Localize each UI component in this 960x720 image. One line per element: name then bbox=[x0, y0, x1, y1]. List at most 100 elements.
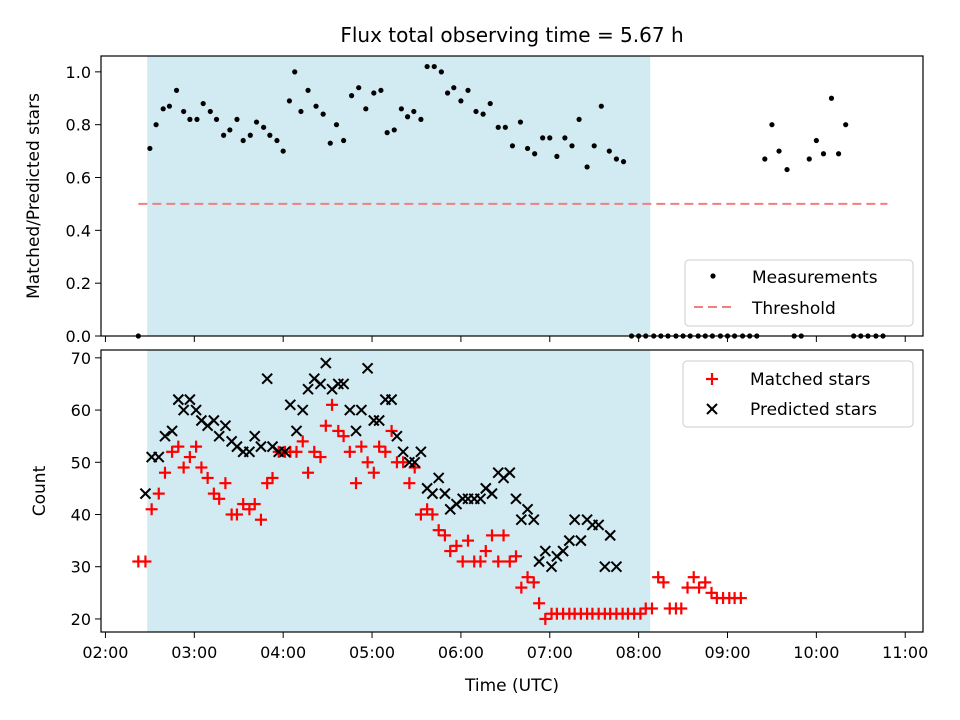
y-tick-label: 40 bbox=[71, 506, 91, 525]
predicted-star-point bbox=[599, 561, 611, 573]
x-tick-label: 10:00 bbox=[793, 643, 839, 662]
matched-star-point bbox=[699, 576, 712, 589]
predicted-stars-series bbox=[139, 357, 623, 573]
x-tick-label: 09:00 bbox=[704, 643, 750, 662]
matched-star-point bbox=[456, 555, 469, 568]
matched-star-point bbox=[195, 461, 208, 474]
predicted-star-point bbox=[243, 446, 256, 458]
predicted-star-point bbox=[297, 404, 309, 416]
matched-star-point bbox=[166, 445, 179, 458]
matched-star-point bbox=[207, 487, 220, 500]
matched-star-point bbox=[403, 477, 416, 490]
matched-star-point bbox=[314, 451, 327, 464]
measurement-point bbox=[473, 108, 479, 115]
predicted-star-point bbox=[190, 404, 202, 416]
measurement-point bbox=[411, 108, 417, 115]
matched-star-point bbox=[367, 466, 380, 479]
matched-star-point bbox=[479, 545, 492, 558]
predicted-star-point bbox=[172, 393, 185, 406]
bottom-legend: Matched stars Predicted stars bbox=[682, 360, 914, 428]
measurement-point bbox=[234, 116, 240, 122]
matched-star-point bbox=[152, 487, 165, 500]
predicted-star-point bbox=[439, 487, 451, 500]
measurement-point bbox=[524, 145, 531, 152]
legend-measurements-marker bbox=[710, 273, 716, 279]
matched-star-point bbox=[645, 602, 658, 615]
predicted-star-point bbox=[604, 529, 616, 542]
predicted-star-point bbox=[568, 514, 581, 526]
matched-star-point bbox=[426, 508, 439, 521]
measurement-point bbox=[517, 119, 524, 125]
y-tick-label: 0.6 bbox=[66, 169, 91, 188]
y-tick-label: 60 bbox=[71, 401, 91, 420]
x-tick-label: 03:00 bbox=[171, 643, 217, 662]
top-legend: Measurements Threshold bbox=[684, 259, 914, 327]
measurement-point bbox=[591, 143, 597, 149]
predicted-star-point bbox=[184, 393, 196, 406]
measurement-point bbox=[813, 137, 819, 144]
legend-threshold-label: Threshold bbox=[751, 299, 836, 319]
y-tick-label: 50 bbox=[71, 453, 91, 472]
predicted-star-point bbox=[213, 430, 225, 442]
measurement-point bbox=[363, 106, 369, 112]
predicted-star-point bbox=[208, 414, 220, 427]
measurement-point bbox=[261, 124, 267, 130]
top-y-axis-label: Matched/Predicted stars bbox=[24, 93, 44, 299]
measurement-point bbox=[532, 151, 538, 157]
matched-star-point bbox=[462, 534, 475, 547]
measurement-point bbox=[404, 114, 411, 120]
measurement-point bbox=[584, 164, 590, 170]
matched-star-point bbox=[397, 456, 410, 469]
predicted-star-point bbox=[391, 430, 403, 442]
predicted-star-point bbox=[337, 378, 350, 390]
measurement-point bbox=[424, 63, 430, 70]
y-tick-label: 0.4 bbox=[66, 221, 91, 240]
predicted-star-point bbox=[528, 514, 540, 526]
predicted-star-point bbox=[521, 503, 534, 515]
measurement-point bbox=[547, 135, 553, 141]
matched-star-point bbox=[675, 602, 688, 615]
matched-star-point bbox=[497, 529, 510, 542]
y-tick-label: 30 bbox=[71, 558, 91, 577]
measurement-point bbox=[320, 111, 326, 117]
predicted-star-point bbox=[344, 404, 356, 416]
matched-star-point bbox=[332, 424, 345, 437]
y-tick-label: 1.0 bbox=[66, 63, 91, 82]
x-tick-label: 05:00 bbox=[349, 643, 395, 662]
matched-star-point bbox=[237, 498, 250, 511]
measurement-point bbox=[487, 100, 493, 107]
predicted-star-point bbox=[557, 545, 569, 557]
predicted-star-point bbox=[533, 555, 545, 568]
predicted-star-point bbox=[261, 373, 273, 385]
legend-matched-label: Matched stars bbox=[750, 370, 870, 390]
predicted-star-point bbox=[290, 425, 303, 437]
measurement-point bbox=[187, 116, 193, 122]
measurement-point bbox=[207, 108, 213, 115]
measurement-point bbox=[820, 151, 827, 157]
matched-star-point bbox=[527, 576, 540, 589]
predicted-star-point bbox=[539, 545, 552, 557]
predicted-star-point bbox=[426, 487, 439, 500]
measurement-point bbox=[569, 143, 575, 149]
legend-matched-marker bbox=[706, 373, 718, 385]
matched-star-point bbox=[254, 513, 267, 526]
predicted-star-point bbox=[545, 561, 558, 573]
measurement-point bbox=[480, 111, 486, 117]
matched-star-point bbox=[539, 612, 552, 625]
matched-star-point bbox=[343, 445, 356, 458]
predicted-star-point bbox=[302, 383, 314, 395]
matched-star-point bbox=[373, 440, 386, 453]
measurement-point bbox=[554, 153, 560, 159]
measurement-point bbox=[280, 148, 286, 154]
matched-star-point bbox=[302, 466, 315, 479]
predicted-star-point bbox=[432, 472, 445, 484]
matched-star-point bbox=[657, 576, 670, 589]
measurement-point bbox=[806, 156, 812, 162]
bottom-axes-frame bbox=[100, 349, 924, 633]
measurement-point bbox=[598, 103, 604, 109]
predicted-star-point bbox=[575, 534, 587, 547]
matched-star-point bbox=[503, 555, 516, 568]
predicted-star-point bbox=[408, 456, 421, 468]
matched-star-point bbox=[634, 607, 647, 620]
matched-star-point bbox=[219, 477, 232, 490]
